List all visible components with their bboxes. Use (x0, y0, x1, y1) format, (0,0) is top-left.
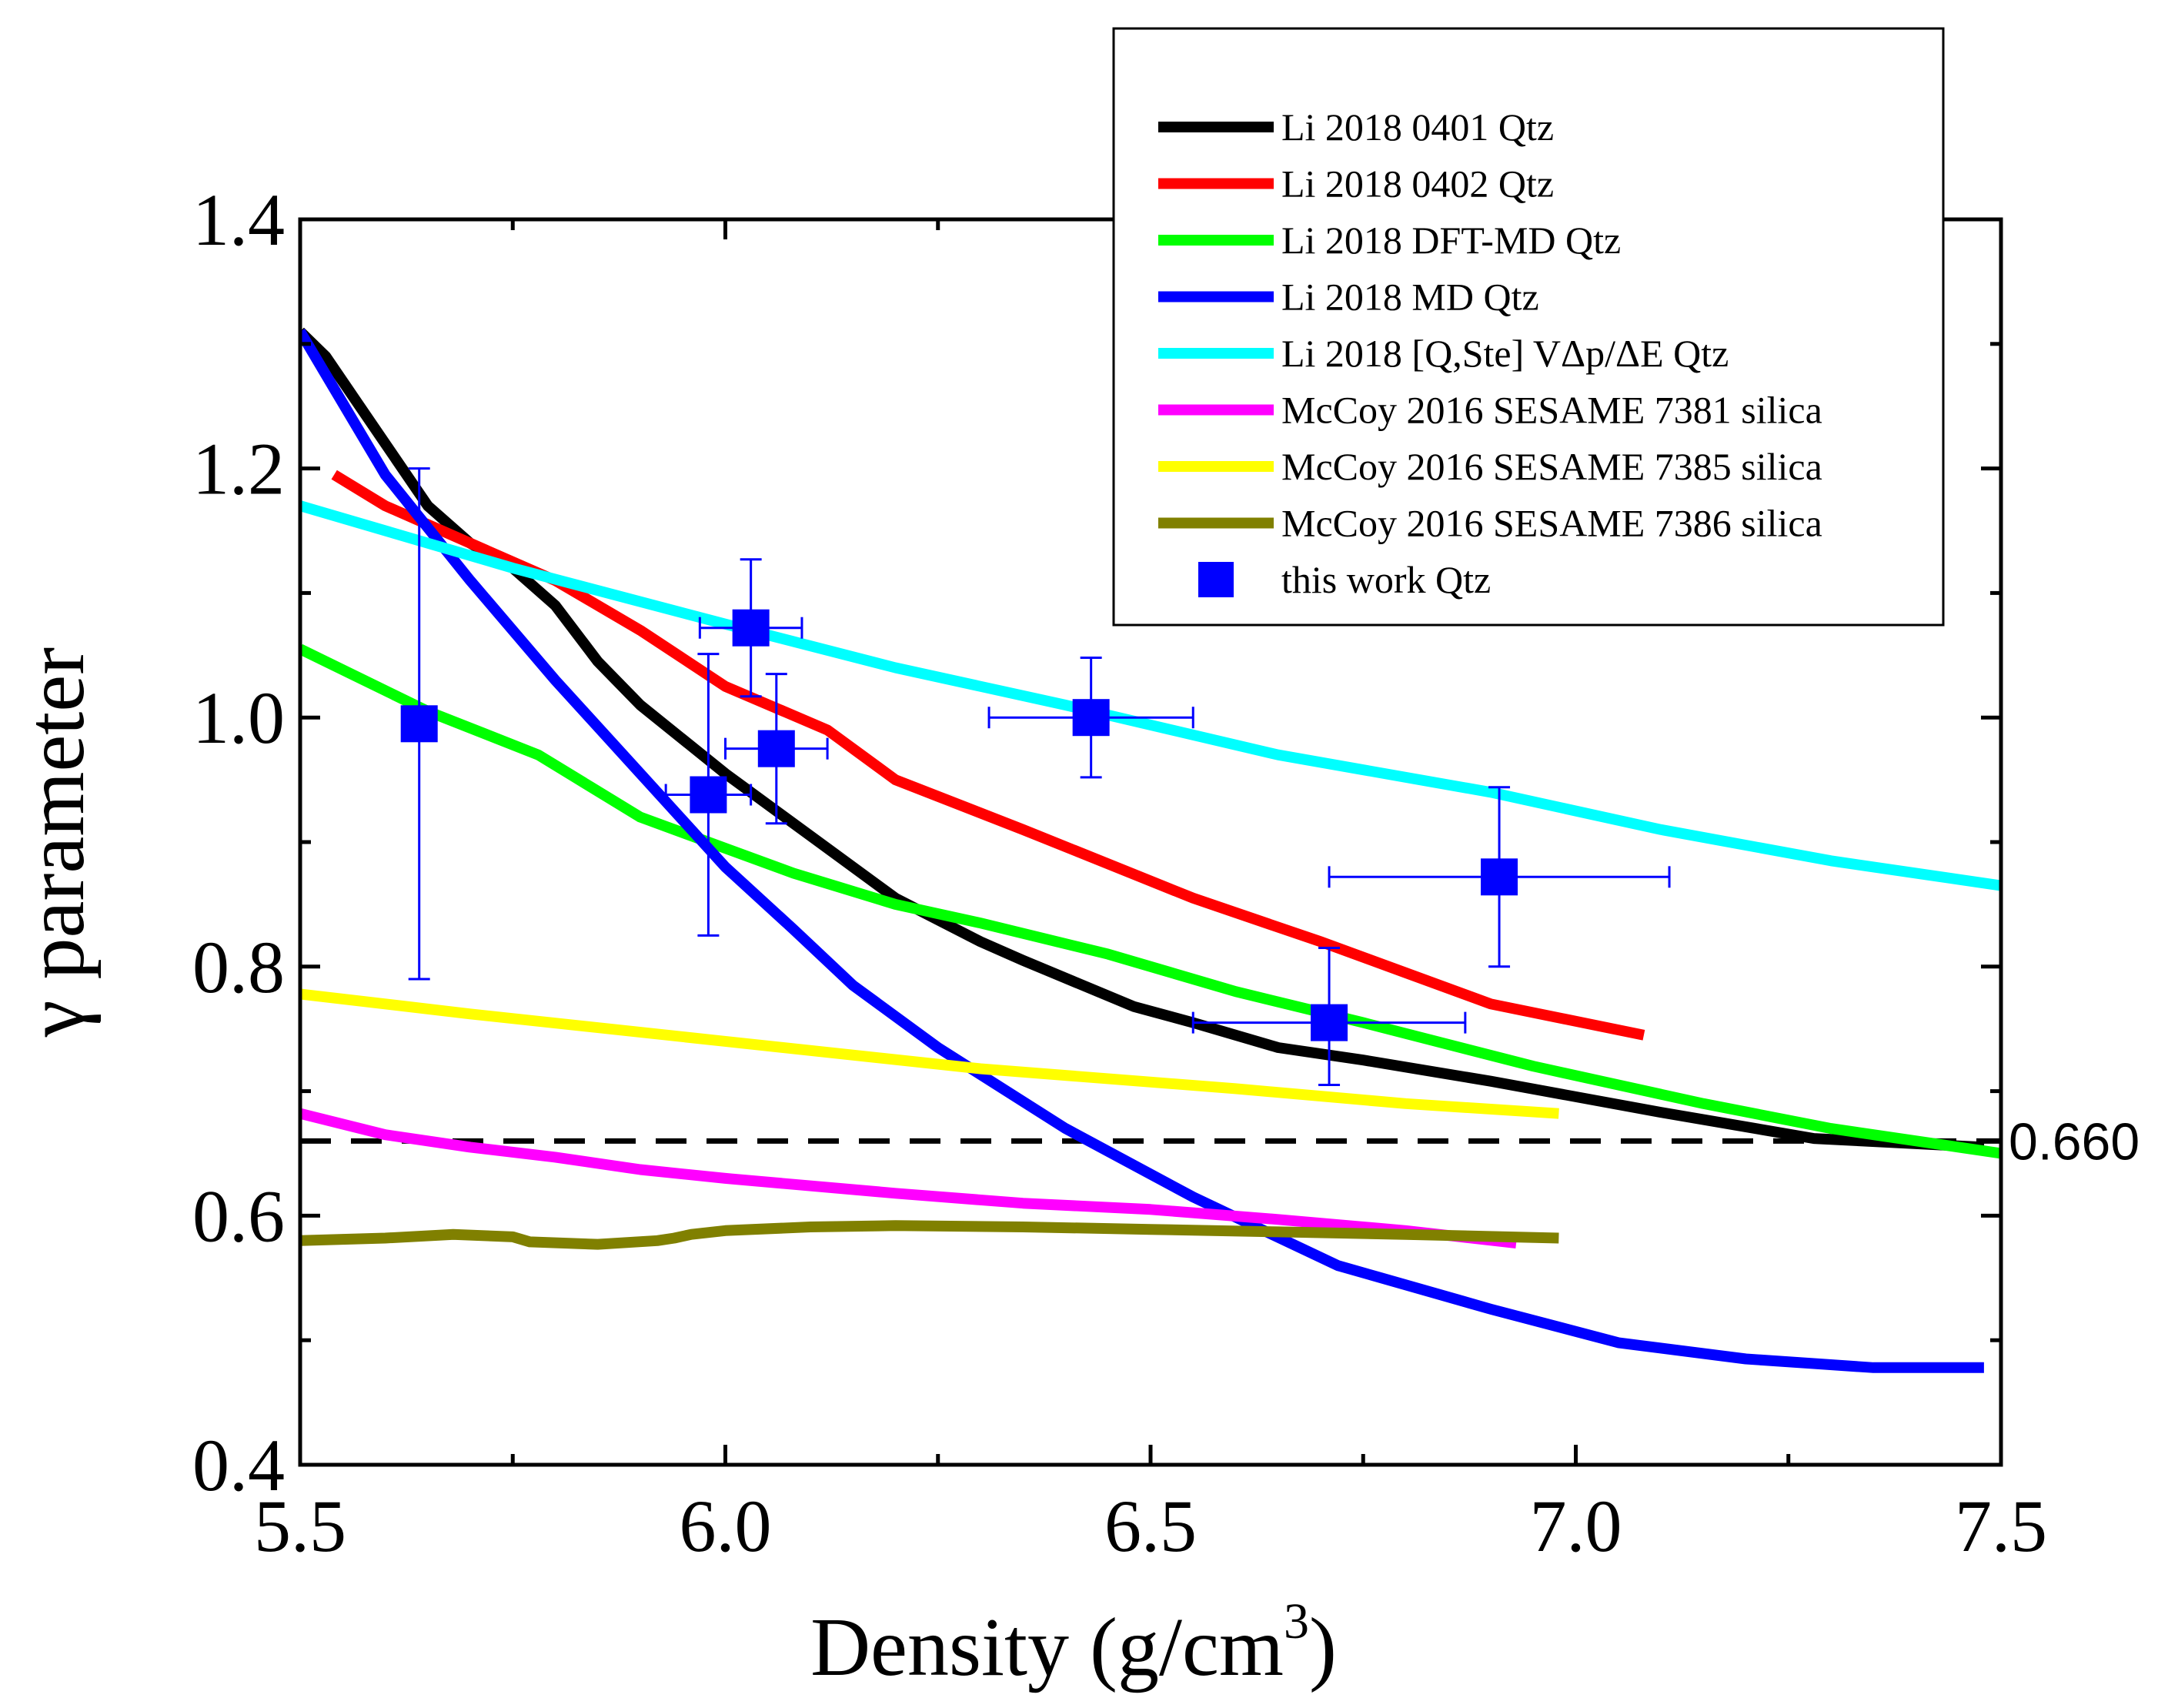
series-line-5 (300, 1108, 1517, 1248)
data-point (698, 558, 803, 698)
legend: Li 2018 0401 Qtz Li 2018 0402 Qtz Li 2018 … (1112, 27, 1945, 627)
data-point-marker (690, 776, 727, 814)
series-layer (300, 327, 2001, 1373)
legend-label: Li 2018 MD Qtz (1281, 276, 1539, 319)
data-point (400, 467, 438, 981)
series-line-7 (300, 1220, 1559, 1250)
x-tick-label: 7.0 (1530, 1485, 1622, 1567)
data-point-marker (1072, 699, 1110, 737)
data-points-layer (400, 467, 1671, 1087)
data-point-marker (400, 705, 438, 743)
legend-label: Li 2018 DFT-MD Qtz (1281, 219, 1621, 262)
data-point-marker (1481, 858, 1518, 896)
series-line-4 (300, 500, 2001, 891)
reference-line-label: 0.660 (2009, 1112, 2140, 1171)
data-point-marker (757, 730, 795, 767)
series-line-6 (300, 988, 1559, 1119)
legend-label: Li 2018 [Q,Ste] VΔp/ΔE Qtz (1281, 332, 1729, 375)
data-point (1191, 947, 1467, 1087)
legend-label: McCoy 2016 SESAME 7386 silica (1281, 502, 1822, 545)
data-point (987, 657, 1194, 779)
series-line-1 (331, 470, 1645, 1041)
x-tick-label: 6.5 (1104, 1485, 1197, 1567)
x-tick-label: 6.0 (680, 1485, 772, 1567)
data-point (1328, 786, 1671, 968)
x-tick-label: 7.5 (1955, 1485, 2047, 1567)
data-point (724, 673, 829, 825)
x-axis-title: Density (g/cm3) (810, 1593, 1337, 1693)
ticks-layer: 5.5 6.0 6.5 7.0 7.5 0.4 0.6 0.8 1.0 1.2 1.4 (192, 179, 2047, 1567)
y-tick-label: 0.4 (192, 1424, 285, 1506)
data-point (664, 653, 753, 937)
y-tick-label: 1.4 (192, 179, 285, 261)
y-axis-title: γ parameter (10, 647, 102, 1038)
data-point-marker (1311, 1004, 1348, 1041)
legend-marker (1198, 562, 1234, 597)
x-tick-label: 5.5 (254, 1485, 346, 1567)
data-point-marker (732, 609, 770, 647)
y-tick-label: 1.0 (192, 677, 285, 759)
legend-label: McCoy 2016 SESAME 7385 silica (1281, 445, 1822, 488)
legend-label: Li 2018 0402 Qtz (1281, 162, 1554, 206)
y-tick-label: 0.6 (192, 1175, 285, 1257)
series-line-3 (300, 329, 1984, 1373)
legend-label: this work Qtz (1281, 558, 1491, 601)
legend-label: Li 2018 0401 Qtz (1281, 105, 1554, 149)
series-line-2 (300, 643, 2001, 1159)
y-tick-label: 0.8 (192, 926, 285, 1008)
legend-label: McCoy 2016 SESAME 7381 silica (1281, 389, 1822, 432)
series-line-0 (300, 327, 1985, 1153)
y-tick-label: 1.2 (192, 428, 285, 510)
